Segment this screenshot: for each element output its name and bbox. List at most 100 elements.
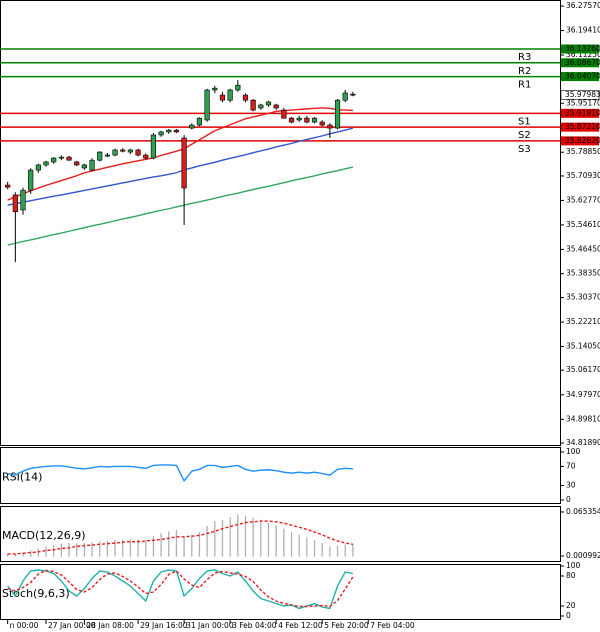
y-tick-label: 36.11250 bbox=[566, 50, 600, 59]
indicator-line bbox=[7, 166, 354, 246]
indicator-title: MACD(12,26,9) bbox=[2, 529, 86, 542]
candle-body bbox=[58, 156, 64, 159]
y-tick-label: 35.14050 bbox=[566, 342, 600, 351]
y-tick-label: 20 bbox=[566, 601, 576, 610]
candle-body bbox=[227, 89, 233, 101]
candle-body bbox=[158, 131, 164, 136]
y-tick-label: 35.22210 bbox=[566, 317, 600, 326]
level-label: 35.82620 bbox=[565, 136, 600, 145]
level-label: 36.13260 bbox=[565, 44, 600, 53]
y-tick-label: 35.54610 bbox=[566, 220, 600, 229]
y-tick-label: 0 bbox=[566, 495, 571, 504]
level-tag bbox=[561, 122, 599, 132]
indicator-title: RSI(14) bbox=[2, 471, 42, 484]
x-tick-label: n 00:00 bbox=[10, 621, 39, 630]
level-tag bbox=[561, 44, 599, 54]
candle-body bbox=[288, 117, 295, 123]
x-tick-label: 5 Feb 20:00 bbox=[324, 621, 369, 630]
x-tick-label: 27 Jan 00:00 bbox=[48, 621, 96, 630]
last-price-label: 35.97983 bbox=[565, 90, 600, 99]
candle-body bbox=[43, 161, 49, 166]
x-tick-label: 31 Jan 00:00 bbox=[186, 621, 234, 630]
candle-body bbox=[334, 99, 341, 129]
candle-body bbox=[81, 164, 87, 169]
candle-body bbox=[311, 117, 318, 123]
indicator-line bbox=[7, 569, 354, 610]
y-tick-label: 34.97970 bbox=[566, 390, 600, 399]
y-tick-label: 0.065354 bbox=[566, 507, 600, 516]
y-tick-label: 35.62770 bbox=[566, 195, 600, 204]
x-tick-label: 29 Jan 16:00 bbox=[140, 621, 188, 630]
indicator-title: Stoch(9,6,3) bbox=[2, 587, 70, 600]
candle-body bbox=[173, 129, 180, 133]
candle-body bbox=[242, 94, 249, 101]
level-tag bbox=[561, 72, 599, 82]
level-name: R1 bbox=[518, 80, 531, 91]
candle-body bbox=[235, 84, 241, 91]
level-tag bbox=[561, 58, 599, 68]
candle-body bbox=[5, 184, 11, 188]
y-tick-label: 35.78850 bbox=[566, 147, 600, 156]
candle-body bbox=[258, 104, 264, 109]
candle-body bbox=[219, 94, 226, 101]
y-tick-label: 0.000992 bbox=[566, 551, 600, 560]
candle-body bbox=[166, 129, 172, 133]
candle-body bbox=[204, 89, 210, 121]
candle-body bbox=[104, 154, 110, 157]
x-tick-label: 28 Jan 08:00 bbox=[86, 621, 134, 630]
level-label: 35.87210 bbox=[565, 122, 600, 131]
candle-body bbox=[97, 151, 103, 161]
candle-body bbox=[265, 101, 272, 106]
y-tick-label: 35.70930 bbox=[566, 171, 600, 180]
y-tick-label: 36.27570 bbox=[566, 1, 600, 10]
y-tick-label: 35.95170 bbox=[566, 98, 600, 107]
panel-frame bbox=[0, 0, 561, 446]
y-tick-label: 100 bbox=[566, 447, 581, 456]
candle-body bbox=[74, 161, 80, 166]
candle-body bbox=[304, 117, 310, 123]
y-tick-label: 35.38350 bbox=[566, 269, 600, 278]
candle-body bbox=[212, 87, 218, 91]
indicator-line bbox=[7, 569, 354, 608]
y-tick-label: 35.46450 bbox=[566, 244, 600, 253]
last-price-tag bbox=[560, 90, 600, 100]
indicator-line bbox=[7, 464, 353, 483]
candle-body bbox=[135, 149, 141, 156]
candle-body bbox=[51, 157, 57, 163]
y-tick-label: 34.89810 bbox=[566, 414, 600, 423]
candle-body bbox=[35, 164, 41, 171]
level-label: 35.91810 bbox=[565, 108, 600, 117]
candle-body bbox=[250, 99, 256, 111]
y-tick-label: 80 bbox=[566, 571, 576, 580]
y-tick-label: 35.30370 bbox=[566, 293, 600, 302]
candle-body bbox=[196, 117, 203, 126]
indicator-line bbox=[7, 127, 354, 206]
candle-body bbox=[143, 154, 149, 159]
candle-body bbox=[127, 149, 134, 153]
candle-body bbox=[150, 134, 157, 159]
level-name: R3 bbox=[518, 52, 531, 63]
indicator-line bbox=[7, 107, 353, 201]
level-label: 36.04070 bbox=[565, 72, 600, 81]
panel-frame bbox=[0, 506, 561, 562]
candle-body bbox=[12, 194, 18, 213]
candle-body bbox=[20, 189, 26, 211]
level-tag bbox=[561, 136, 599, 146]
y-tick-label: 35.06170 bbox=[566, 365, 600, 374]
candle-body bbox=[181, 137, 187, 189]
candle-body bbox=[66, 156, 72, 161]
x-tick-label: 3 Feb 04:00 bbox=[232, 621, 277, 630]
level-name: S1 bbox=[518, 116, 531, 127]
y-tick-label: 34.81890 bbox=[566, 438, 600, 447]
candle-body bbox=[273, 104, 279, 109]
panel-frame bbox=[0, 447, 561, 504]
level-tag bbox=[561, 108, 599, 118]
panel-frame bbox=[0, 564, 561, 620]
x-tick-label: 4 Feb 12:00 bbox=[278, 621, 323, 630]
y-tick-label: 70 bbox=[566, 461, 576, 470]
level-name: S3 bbox=[518, 144, 531, 155]
candle-body bbox=[89, 159, 95, 171]
candle-body bbox=[112, 149, 118, 156]
